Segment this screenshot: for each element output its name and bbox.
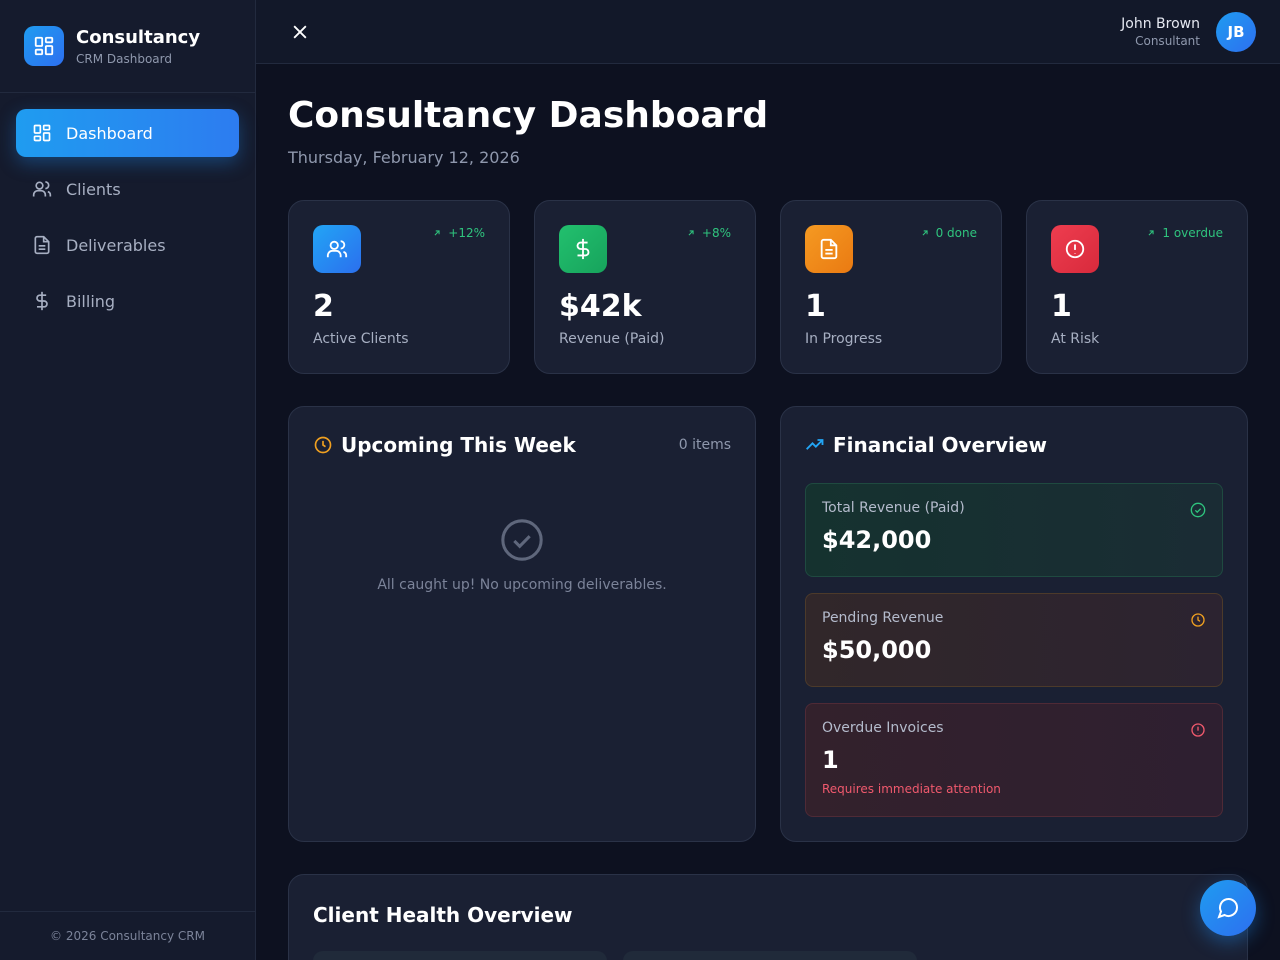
avatar[interactable]: JB [1216, 12, 1256, 52]
fin-card-total-revenue: Total Revenue (Paid) $42,000 [805, 483, 1223, 577]
stat-value: 1 [805, 289, 826, 324]
sidebar-item-label: Clients [66, 179, 121, 199]
user-role: Consultant [1135, 34, 1200, 48]
users-icon [32, 181, 52, 197]
chat-icon [1217, 898, 1239, 919]
panel-title: Upcoming This Week [341, 433, 576, 457]
arrow-up-right-icon [434, 230, 440, 236]
stat-label: In Progress [805, 331, 883, 347]
sidebar-item-label: Deliverables [66, 235, 166, 255]
fin-value: $42,000 [822, 526, 932, 554]
clock-icon [1191, 613, 1205, 627]
panel-title: Financial Overview [833, 433, 1047, 457]
alert-icon [1051, 225, 1099, 273]
sidebar-item-deliverables[interactable]: Deliverables [16, 221, 239, 269]
health-card [623, 951, 917, 960]
brand: Consultancy CRM Dashboard [0, 0, 255, 93]
dollar-icon [559, 225, 607, 273]
users-icon [313, 225, 361, 273]
stat-value: 2 [313, 289, 334, 324]
check-circle-icon [501, 519, 543, 561]
upcoming-count: 0 items [678, 437, 731, 453]
stat-card-in-progress: 0 done 1 In Progress [780, 200, 1002, 374]
health-card [313, 951, 607, 960]
stat-trend: +12% [432, 226, 485, 240]
fin-card-overdue-invoices: Overdue Invoices 1 Requires immediate at… [805, 703, 1223, 817]
client-health-panel: Client Health Overview [288, 874, 1248, 960]
stat-card-revenue: +8% $42k Revenue (Paid) [534, 200, 756, 374]
dollar-icon [36, 291, 48, 311]
sidebar-item-dashboard[interactable]: Dashboard [16, 109, 239, 157]
close-button[interactable] [288, 20, 312, 44]
sidebar-footer: © 2026 Consultancy CRM [0, 911, 255, 960]
stats-row: +12% 2 Active Clients +8% $42k Revenue (… [288, 200, 1248, 374]
clock-icon [314, 436, 332, 454]
grid-icon [24, 26, 64, 66]
stat-value: $42k [559, 289, 642, 324]
page-date: Thursday, February 12, 2026 [288, 148, 520, 167]
user-menu[interactable]: John Brown Consultant JB [1121, 12, 1256, 52]
stat-card-at-risk: 1 overdue 1 At Risk [1026, 200, 1248, 374]
fin-note: Requires immediate attention [822, 782, 1001, 796]
fin-value: 1 [822, 746, 839, 774]
stat-label: At Risk [1051, 331, 1100, 347]
main-content: Consultancy Dashboard Thursday, February… [288, 64, 1248, 960]
stat-trend: 1 overdue [1146, 226, 1223, 240]
sidebar-item-label: Billing [66, 291, 116, 311]
brand-subtitle: CRM Dashboard [76, 51, 172, 66]
arrow-up-right-icon [1148, 230, 1154, 236]
stat-label: Revenue (Paid) [559, 331, 665, 347]
user-name: John Brown [1121, 16, 1200, 32]
fin-label: Total Revenue (Paid) [822, 500, 965, 516]
upcoming-panel: Upcoming This Week 0 items All caught up… [288, 406, 756, 842]
stat-trend: 0 done [920, 226, 977, 240]
financial-panel: Financial Overview Total Revenue (Paid) … [780, 406, 1248, 842]
chat-button[interactable] [1200, 880, 1256, 936]
fin-label: Overdue Invoices [822, 720, 944, 736]
close-icon [293, 25, 307, 39]
sidebar: Consultancy CRM Dashboard Dashboard Clie… [0, 0, 256, 960]
sidebar-nav: Dashboard Clients Deliverables Billing [0, 93, 255, 349]
stat-label: Active Clients [313, 331, 409, 347]
check-circle-icon [1190, 502, 1206, 518]
stat-card-active-clients: +12% 2 Active Clients [288, 200, 510, 374]
alert-icon [1191, 723, 1205, 737]
sidebar-item-clients[interactable]: Clients [16, 165, 239, 213]
arrow-up-right-icon [922, 230, 928, 236]
document-icon [34, 235, 50, 255]
arrow-up-right-icon [688, 230, 694, 236]
trending-up-icon [806, 439, 824, 450]
grid-icon [33, 124, 51, 142]
sidebar-item-label: Dashboard [66, 123, 153, 143]
document-icon [805, 225, 853, 273]
stat-value: 1 [1051, 289, 1072, 324]
panel-title: Client Health Overview [313, 903, 573, 927]
page-title: Consultancy Dashboard [288, 95, 769, 136]
sidebar-item-billing[interactable]: Billing [16, 277, 239, 325]
brand-title: Consultancy [76, 26, 201, 48]
fin-card-pending-revenue: Pending Revenue $50,000 [805, 593, 1223, 687]
fin-label: Pending Revenue [822, 610, 944, 626]
fin-value: $50,000 [822, 636, 932, 664]
empty-state-text: All caught up! No upcoming deliverables. [377, 577, 667, 593]
stat-trend: +8% [686, 226, 731, 240]
topbar: John Brown Consultant JB [256, 0, 1280, 64]
